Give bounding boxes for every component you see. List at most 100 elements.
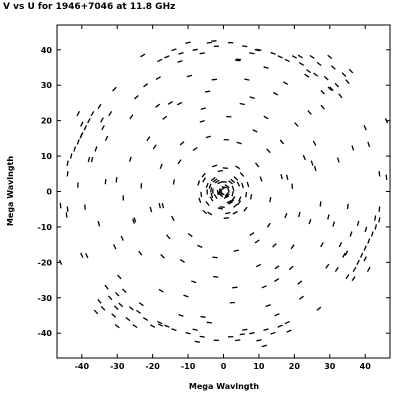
uv-point	[205, 182, 209, 189]
uv-point	[199, 119, 205, 123]
y-tick-label: 40	[41, 46, 53, 55]
uv-point	[177, 159, 182, 165]
uv-point	[107, 295, 113, 301]
uv-point	[111, 313, 117, 318]
uv-point	[192, 146, 198, 151]
uv-point	[341, 72, 347, 77]
uv-point	[284, 58, 290, 63]
uv-point	[197, 180, 201, 186]
uv-point	[58, 259, 63, 265]
x-tick-label: -10	[181, 362, 196, 371]
uv-point	[261, 344, 267, 348]
uv-point	[367, 238, 371, 244]
uv-point	[229, 199, 235, 204]
uv-point	[236, 141, 242, 145]
uv-point	[100, 117, 104, 123]
uv-point	[208, 183, 212, 189]
uv-point	[284, 320, 290, 325]
uv-point	[241, 182, 245, 189]
uv-point	[351, 145, 355, 151]
uv-point	[366, 266, 371, 273]
uv-point	[249, 332, 255, 335]
x-tick-label: -20	[145, 362, 160, 371]
uv-point	[178, 313, 184, 317]
uv-point	[146, 136, 151, 142]
uv-point	[205, 201, 210, 206]
uv-point	[120, 235, 124, 241]
uv-point	[320, 90, 325, 95]
uv-point	[349, 231, 353, 237]
uv-point	[235, 165, 241, 170]
uv-point	[129, 114, 134, 120]
uv-point	[297, 280, 303, 285]
uv-point	[224, 184, 230, 189]
uv-point	[152, 144, 157, 150]
uv-point	[363, 256, 367, 262]
uv-point	[334, 82, 340, 88]
uv-point	[226, 199, 232, 204]
uv-point	[290, 244, 295, 250]
uv-point	[249, 52, 255, 55]
uv-point	[202, 177, 206, 183]
uv-point	[212, 178, 218, 183]
uv-point	[294, 122, 299, 127]
uv-point	[136, 309, 141, 314]
uv-point	[138, 250, 143, 256]
uv-point	[90, 156, 94, 163]
uv-point	[142, 317, 149, 321]
uv-point	[97, 221, 101, 227]
uv-point	[351, 276, 356, 282]
uv-point	[149, 324, 156, 328]
uv-point	[230, 178, 236, 184]
uv-point	[83, 125, 87, 131]
uv-point	[171, 215, 175, 222]
uv-point	[232, 210, 238, 215]
uv-point	[186, 74, 193, 78]
uv-point	[336, 157, 340, 163]
uv-point	[197, 244, 203, 248]
chart-title: V vs U for 1946+7046 at 11.8 GHz	[3, 2, 175, 12]
uv-point	[138, 302, 144, 307]
uv-point	[176, 101, 183, 106]
uv-point	[239, 333, 245, 336]
uv-point	[187, 232, 193, 238]
uv-point	[210, 192, 214, 199]
uv-point	[334, 266, 339, 272]
uv-point	[254, 162, 260, 168]
uv-point	[132, 324, 138, 329]
uv-point	[263, 115, 269, 120]
uv-point	[133, 217, 137, 223]
uv-point	[115, 177, 118, 183]
uv-point	[310, 160, 314, 166]
uv-point	[277, 324, 283, 328]
uv-point	[348, 68, 354, 74]
uv-point	[378, 217, 381, 223]
uv-point	[201, 172, 206, 178]
uv-point	[345, 274, 350, 280]
uv-point	[104, 135, 109, 141]
uv-point	[159, 163, 163, 170]
uv-point	[133, 95, 139, 100]
uv-point	[225, 211, 231, 215]
uv-point	[288, 265, 294, 271]
uv-point	[327, 54, 333, 60]
uv-point	[307, 110, 312, 115]
uv-point	[214, 179, 220, 184]
uv-point	[329, 86, 334, 92]
uv-point	[210, 187, 213, 193]
x-tick-label: -40	[75, 362, 90, 371]
uv-point	[344, 250, 349, 256]
uv-point	[143, 83, 149, 88]
uv-point	[259, 176, 263, 182]
uv-point	[207, 211, 213, 216]
uv-point	[125, 316, 131, 322]
uv-point	[246, 181, 250, 188]
uv-point	[200, 315, 206, 318]
uv-point	[297, 54, 303, 59]
uv-point	[210, 176, 216, 182]
uv-point	[256, 48, 262, 52]
uv-point	[104, 178, 107, 185]
x-tick-label: 40	[360, 362, 372, 371]
uv-point	[284, 212, 288, 219]
uv-point	[235, 339, 241, 342]
